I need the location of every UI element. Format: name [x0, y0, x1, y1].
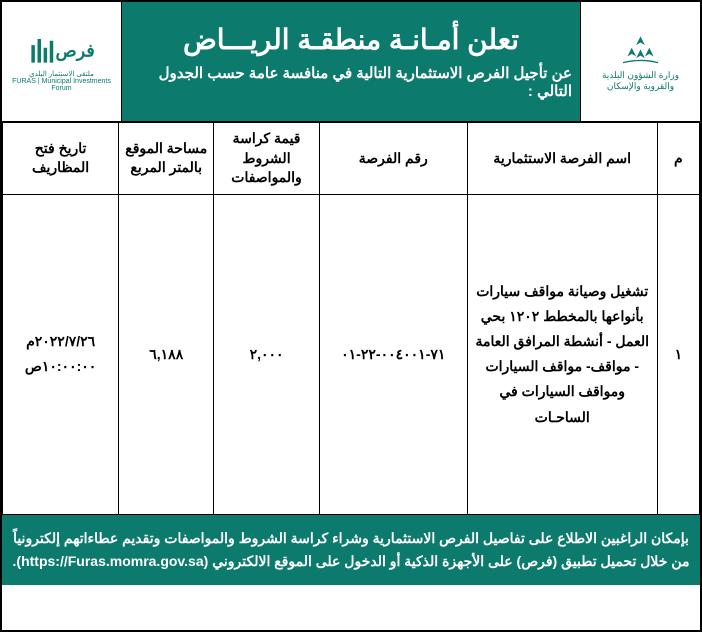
footer-banner: بإمكان الراغبين الاطلاع على تفاصيل الفرص…	[2, 515, 700, 585]
ministry-logo-block: وزارة الشؤون البلدية والقروية والإسكان	[580, 2, 700, 121]
table-container: م اسم الفرصة الاستثمارية رقم الفرصة قيمة…	[2, 122, 700, 515]
ministry-emblem-icon	[618, 32, 663, 67]
header-titles: تعلن أمـانـة منطقـة الريـــاض عن تأجيل ا…	[122, 2, 580, 121]
cell-name: تشغيل وصيانة مواقف سيارات بأنواعها بالمخ…	[467, 194, 657, 514]
sub-title: عن تأجيل الفرص الاستثمارية التالية في من…	[130, 64, 572, 100]
table-header-row: م اسم الفرصة الاستثمارية رقم الفرصة قيمة…	[3, 123, 700, 195]
header-area: مساحة الموقع بالمتر المربع	[119, 123, 214, 195]
footer-text: بإمكان الراغبين الاطلاع على تفاصيل الفرص…	[10, 527, 692, 572]
header-price: قيمة كراسة الشروط والمواصفات	[214, 123, 320, 195]
cell-code: ٧١-٠٠٤٠٠١-٢٢-٠١	[319, 194, 467, 514]
svg-text:فرص: فرص	[55, 40, 94, 61]
cell-num: ١	[657, 194, 699, 514]
header-num: م	[657, 123, 699, 195]
furas-subtitle: ملتقى الاستثمار البلدي FURAS | Municipal…	[7, 70, 116, 92]
cell-price: ٢,٠٠٠	[214, 194, 320, 514]
header-code: رقم الفرصة	[319, 123, 467, 195]
ministry-name: وزارة الشؤون البلدية والقروية والإسكان	[602, 70, 679, 92]
header-banner: وزارة الشؤون البلدية والقروية والإسكان ت…	[2, 2, 700, 122]
header-date: تاريخ فتح المظاريف	[3, 123, 119, 195]
header-name: اسم الفرصة الاستثمارية	[467, 123, 657, 195]
furas-logo-block: فرص ملتقى الاستثمار البلدي FURAS | Munic…	[2, 2, 122, 121]
table-row: ١ تشغيل وصيانة مواقف سيارات بأنواعها بال…	[3, 194, 700, 514]
furas-logo-icon: فرص	[27, 32, 97, 67]
cell-area: ٦,١٨٨	[119, 194, 214, 514]
main-title: تعلن أمـانـة منطقـة الريـــاض	[183, 23, 519, 56]
opportunities-table: م اسم الفرصة الاستثمارية رقم الفرصة قيمة…	[2, 122, 700, 515]
cell-date: ٢٠٢٢/٧/٢٦م ١٠:٠٠:٠٠ص	[3, 194, 119, 514]
